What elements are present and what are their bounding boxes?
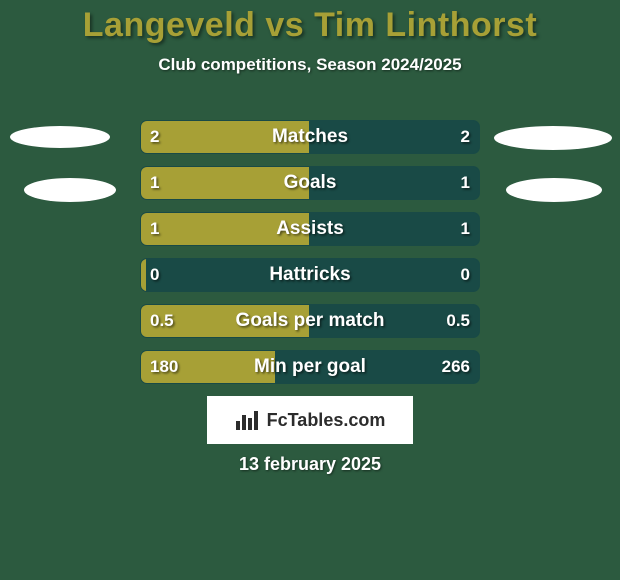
- logo-box: FcTables.com: [207, 396, 413, 444]
- player-badge-ellipse: [24, 178, 116, 202]
- logo-bars-icon: [235, 409, 261, 431]
- bar-left: [141, 213, 311, 245]
- stat-row: Hattricks00: [0, 258, 620, 292]
- bar-right: [275, 351, 479, 383]
- bar-right: [309, 213, 479, 245]
- bar-left: [141, 305, 311, 337]
- stat-row: Goals per match0.50.5: [0, 304, 620, 338]
- bar-track: [140, 166, 480, 200]
- bar-track: [140, 258, 480, 292]
- stat-row: Min per goal180266: [0, 350, 620, 384]
- stat-rows: Matches22Goals11Assists11Hattricks00Goal…: [0, 120, 620, 396]
- bar-right: [309, 121, 479, 153]
- bar-right: [146, 259, 479, 291]
- player-badge-ellipse: [10, 126, 110, 148]
- logo-text: FcTables.com: [267, 410, 386, 431]
- player-badge-ellipse: [506, 178, 602, 202]
- player-badge-ellipse: [494, 126, 612, 150]
- bar-right: [309, 167, 479, 199]
- bar-track: [140, 350, 480, 384]
- bar-left: [141, 167, 311, 199]
- stat-row: Assists11: [0, 212, 620, 246]
- comparison-infographic: Langeveld vs Tim Linthorst Club competit…: [0, 0, 620, 580]
- date-line: 13 february 2025: [0, 454, 620, 475]
- bar-left: [141, 121, 311, 153]
- bar-left: [141, 351, 277, 383]
- bar-right: [309, 305, 479, 337]
- subtitle: Club competitions, Season 2024/2025: [0, 55, 620, 75]
- bar-track: [140, 120, 480, 154]
- bar-track: [140, 304, 480, 338]
- bar-track: [140, 212, 480, 246]
- page-title: Langeveld vs Tim Linthorst: [0, 0, 620, 45]
